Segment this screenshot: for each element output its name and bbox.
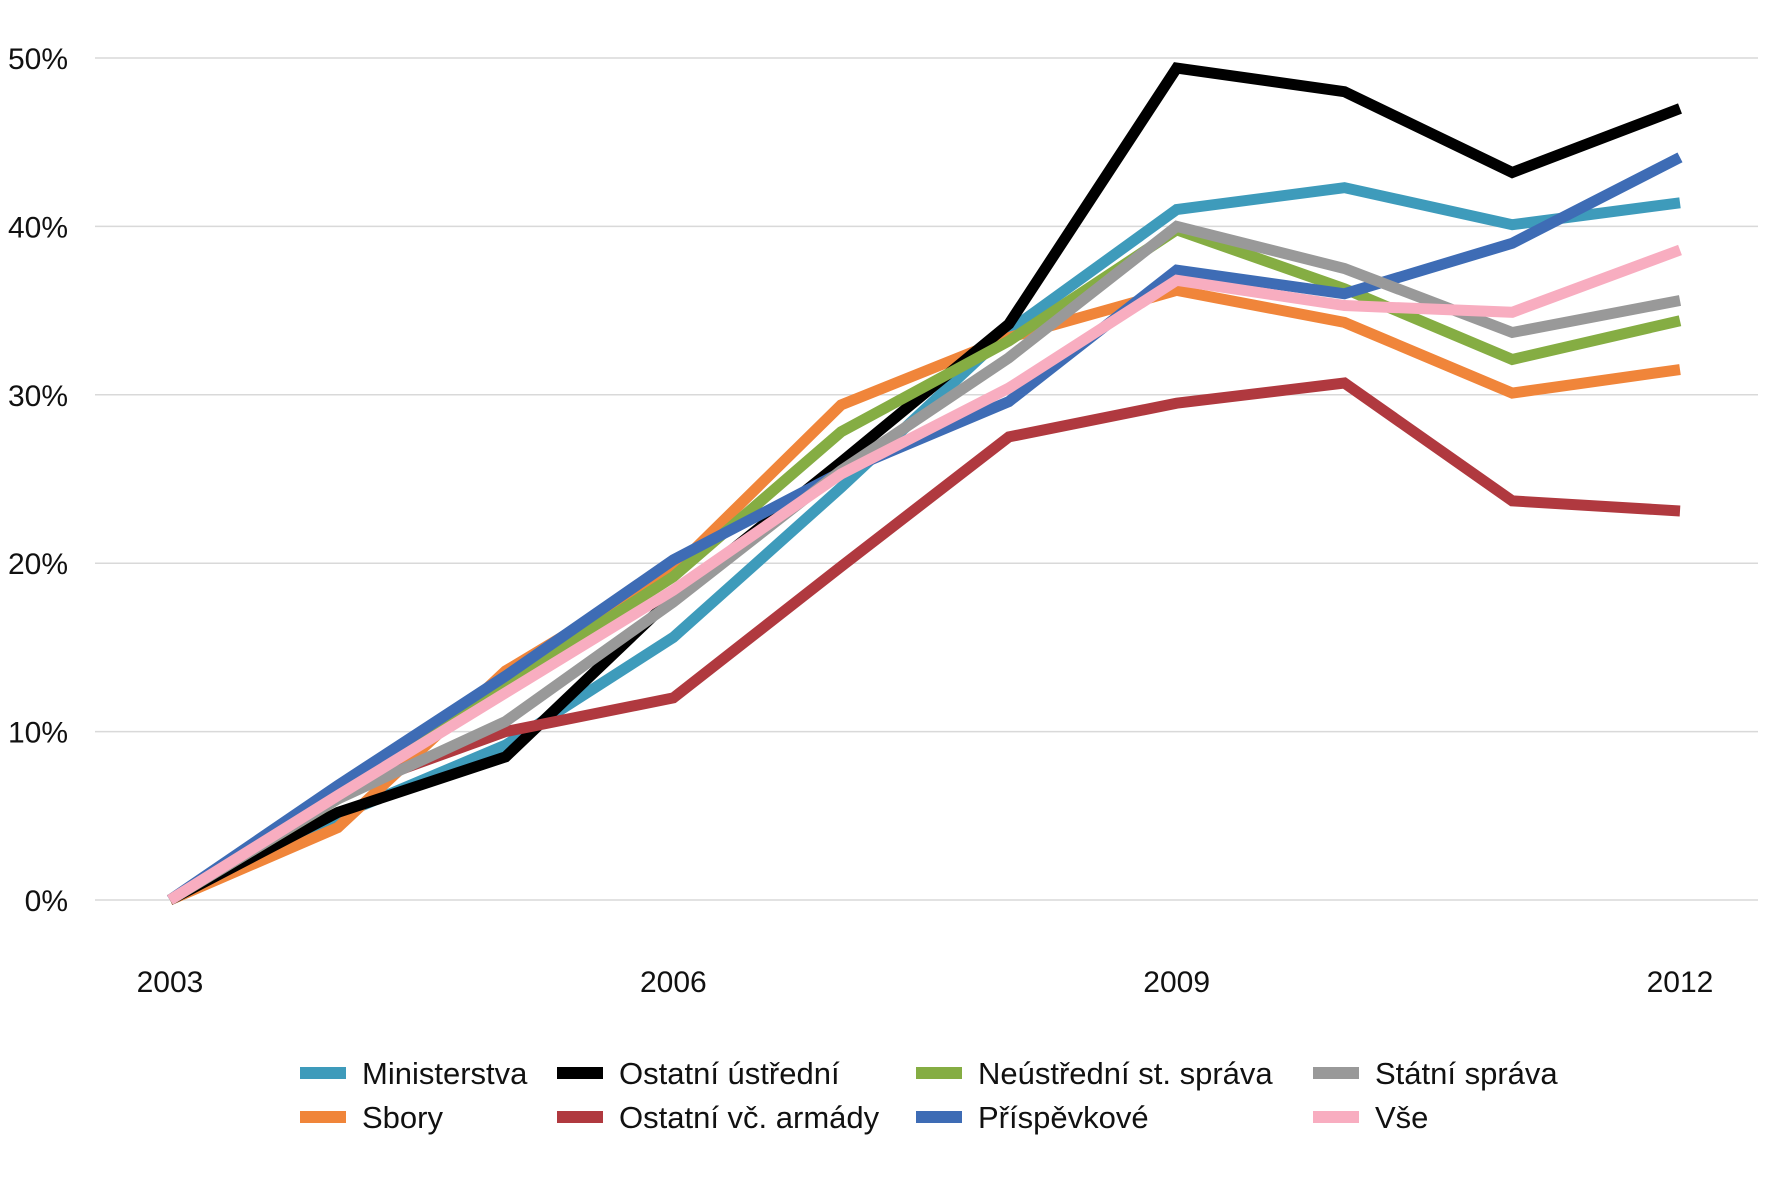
y-tick-label: 50% xyxy=(8,43,68,76)
legend-item: Neústřední st. správa xyxy=(916,1056,1273,1091)
y-tick-label: 30% xyxy=(8,380,68,413)
legend-item: Státní správa xyxy=(1313,1056,1558,1091)
y-tick-label: 40% xyxy=(8,211,68,244)
y-tick-label: 10% xyxy=(8,717,68,750)
x-axis-ticks: 2003 2006 2009 2012 xyxy=(137,966,1714,999)
series-line-6 xyxy=(167,220,1682,905)
legend-label: Příspěvkové xyxy=(978,1100,1149,1135)
legend-label: Sbory xyxy=(362,1100,443,1135)
legend-label: Ostatní ústřední xyxy=(619,1056,840,1091)
x-tick-label: 2006 xyxy=(640,966,707,999)
y-axis-ticks: 0% 10% 20% 30% 40% 50% xyxy=(8,43,68,918)
legend-item: Sbory xyxy=(300,1100,443,1135)
grid xyxy=(95,57,1758,901)
series-line-7 xyxy=(167,244,1682,905)
series-lines xyxy=(166,62,1683,906)
x-tick-label: 2009 xyxy=(1143,966,1210,999)
legend: Ministerstva Sbory Ostatní ústřední Ostatní… xyxy=(300,1056,1558,1135)
legend-item: Ministerstva xyxy=(300,1056,528,1091)
legend-label: Vše xyxy=(1375,1100,1428,1135)
y-tick-label: 20% xyxy=(8,548,68,581)
x-tick-label: 2012 xyxy=(1647,966,1714,999)
legend-label: Státní správa xyxy=(1375,1056,1558,1091)
x-tick-label: 2003 xyxy=(137,966,204,999)
legend-item: Ostatní ústřední xyxy=(557,1056,840,1091)
series-line-3 xyxy=(167,377,1681,905)
legend-item: Příspěvkové xyxy=(916,1100,1149,1135)
y-tick-label: 0% xyxy=(25,885,68,918)
legend-item: Vše xyxy=(1313,1100,1428,1135)
legend-item: Ostatní vč. armády xyxy=(557,1100,880,1135)
legend-label: Ministerstva xyxy=(362,1056,528,1091)
legend-label: Neústřední st. správa xyxy=(978,1056,1273,1091)
legend-label: Ostatní vč. armády xyxy=(619,1100,880,1135)
series-line-2 xyxy=(167,62,1682,905)
series-line-4 xyxy=(167,223,1682,905)
